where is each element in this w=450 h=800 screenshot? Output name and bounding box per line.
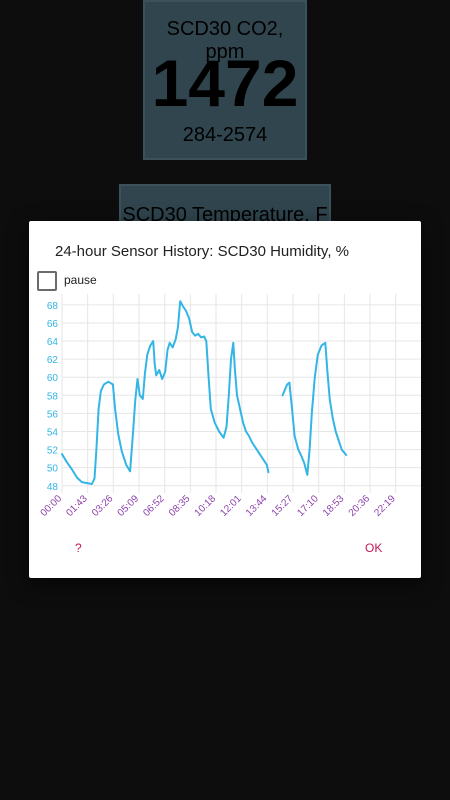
sensor-history-dialog: 24-hour Sensor History: SCD30 Humidity, … bbox=[29, 221, 421, 578]
help-button[interactable]: ? bbox=[69, 539, 88, 557]
chart-series bbox=[61, 300, 348, 485]
y-tick-label: 52 bbox=[47, 446, 59, 457]
y-tick-label: 64 bbox=[47, 337, 59, 348]
x-tick-label: 03:26 bbox=[90, 493, 116, 519]
x-tick-label: 06:52 bbox=[141, 493, 167, 519]
x-tick-label: 08:35 bbox=[167, 493, 193, 519]
y-tick-label: 62 bbox=[47, 355, 59, 366]
temperature-tile-title: SCD30 Temperature, F bbox=[122, 204, 328, 226]
chart-grid bbox=[61, 294, 421, 493]
x-tick-label: 18:53 bbox=[321, 493, 347, 519]
pause-checkbox[interactable] bbox=[37, 271, 57, 291]
y-axis-ticks: 48 50 52 54 56 58 60 62 64 66 68 bbox=[47, 301, 59, 493]
y-tick-label: 60 bbox=[47, 373, 59, 384]
y-tick-label: 56 bbox=[47, 409, 59, 420]
pause-label[interactable]: pause bbox=[64, 273, 97, 287]
x-tick-label: 13:44 bbox=[244, 493, 270, 519]
dialog-title: 24-hour Sensor History: SCD30 Humidity, … bbox=[55, 243, 349, 260]
ok-button[interactable]: OK bbox=[359, 539, 388, 557]
humidity-history-chart: 48 50 52 54 56 58 60 62 64 66 68 00:00 01:43 03:26 05… bbox=[39, 294, 421, 519]
co2-tile-title: SCD30 CO2, ppm bbox=[166, 18, 284, 63]
co2-sensor-tile[interactable]: SCD30 CO2, ppm 1472 284-2574 bbox=[143, 0, 307, 160]
y-tick-label: 50 bbox=[47, 464, 59, 475]
x-tick-label: 20:36 bbox=[347, 493, 373, 519]
x-tick-label: 17:10 bbox=[295, 493, 321, 519]
x-axis-ticks: 00:00 01:43 03:26 05:09 06:52 08:35 10:18 12:01… bbox=[39, 493, 398, 519]
x-tick-label: 00:00 bbox=[39, 493, 65, 519]
co2-tile-value: 1472 bbox=[151, 46, 299, 120]
x-tick-label: 12:01 bbox=[218, 493, 244, 519]
humidity-series-line bbox=[281, 341, 348, 476]
y-tick-label: 66 bbox=[47, 319, 59, 330]
x-tick-label: 22:19 bbox=[372, 493, 398, 519]
y-tick-label: 54 bbox=[47, 427, 59, 438]
y-tick-label: 48 bbox=[47, 482, 59, 493]
y-tick-label: 58 bbox=[47, 391, 59, 402]
x-tick-label: 01:43 bbox=[64, 493, 90, 519]
x-tick-label: 15:27 bbox=[270, 493, 296, 519]
x-tick-label: 10:18 bbox=[193, 493, 219, 519]
y-tick-label: 68 bbox=[47, 301, 59, 312]
x-tick-label: 05:09 bbox=[116, 493, 142, 519]
co2-tile-range: 284-2574 bbox=[182, 124, 268, 146]
humidity-series-line bbox=[61, 300, 270, 485]
